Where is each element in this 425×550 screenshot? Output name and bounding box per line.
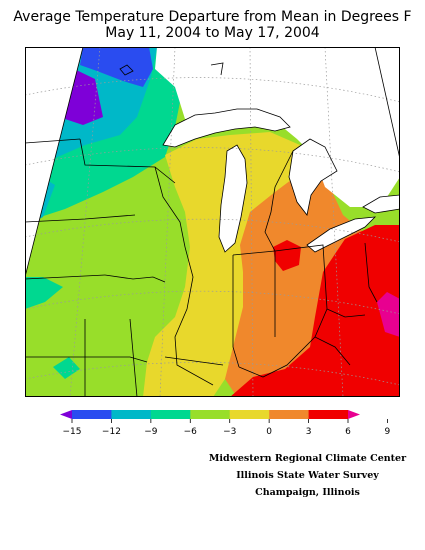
legend-tick-label: −6: [184, 427, 198, 437]
legend-tick-label: 6: [345, 427, 351, 437]
credit-survey: Illinois State Water Survey: [236, 470, 379, 481]
legend-tick-label: 9: [385, 427, 390, 437]
legend-bin-7: [308, 410, 349, 419]
legend-tick-label: −15: [63, 427, 82, 437]
map-edge: [25, 47, 400, 278]
legend-tick-label: −3: [223, 427, 236, 437]
legend-bin-3: [150, 410, 191, 419]
legend-bin-0: [60, 410, 72, 419]
legend-bin-1: [72, 410, 112, 419]
map-date-range: May 11, 2004 to May 17, 2004: [105, 25, 320, 41]
color-legend: −15 −12 −9 −6 −3 0 3 6 9: [60, 410, 390, 437]
legend-bin-8: [348, 410, 360, 419]
map-frame: [25, 47, 400, 397]
temperature-field: [25, 47, 400, 397]
legend-bin-4: [190, 410, 231, 419]
legend-tick-label: 0: [266, 427, 272, 437]
legend-bin-2: [111, 410, 152, 419]
map-title: Average Temperature Departure from Mean …: [13, 9, 412, 25]
legend-tick-label: −12: [102, 427, 121, 437]
credit-location: Champaign, Illinois: [255, 487, 360, 498]
graticule: [25, 47, 400, 397]
legend-tick-label: −9: [144, 427, 158, 437]
great-lakes-outline: [119, 62, 400, 253]
state-boundaries: [25, 138, 378, 397]
legend-bin-5: [229, 410, 270, 419]
temperature-departure-map: [25, 47, 400, 397]
legend-tick-label: 3: [306, 427, 312, 437]
legend-bin-6: [269, 410, 309, 419]
credit-center: Midwestern Regional Climate Center: [208, 453, 407, 464]
